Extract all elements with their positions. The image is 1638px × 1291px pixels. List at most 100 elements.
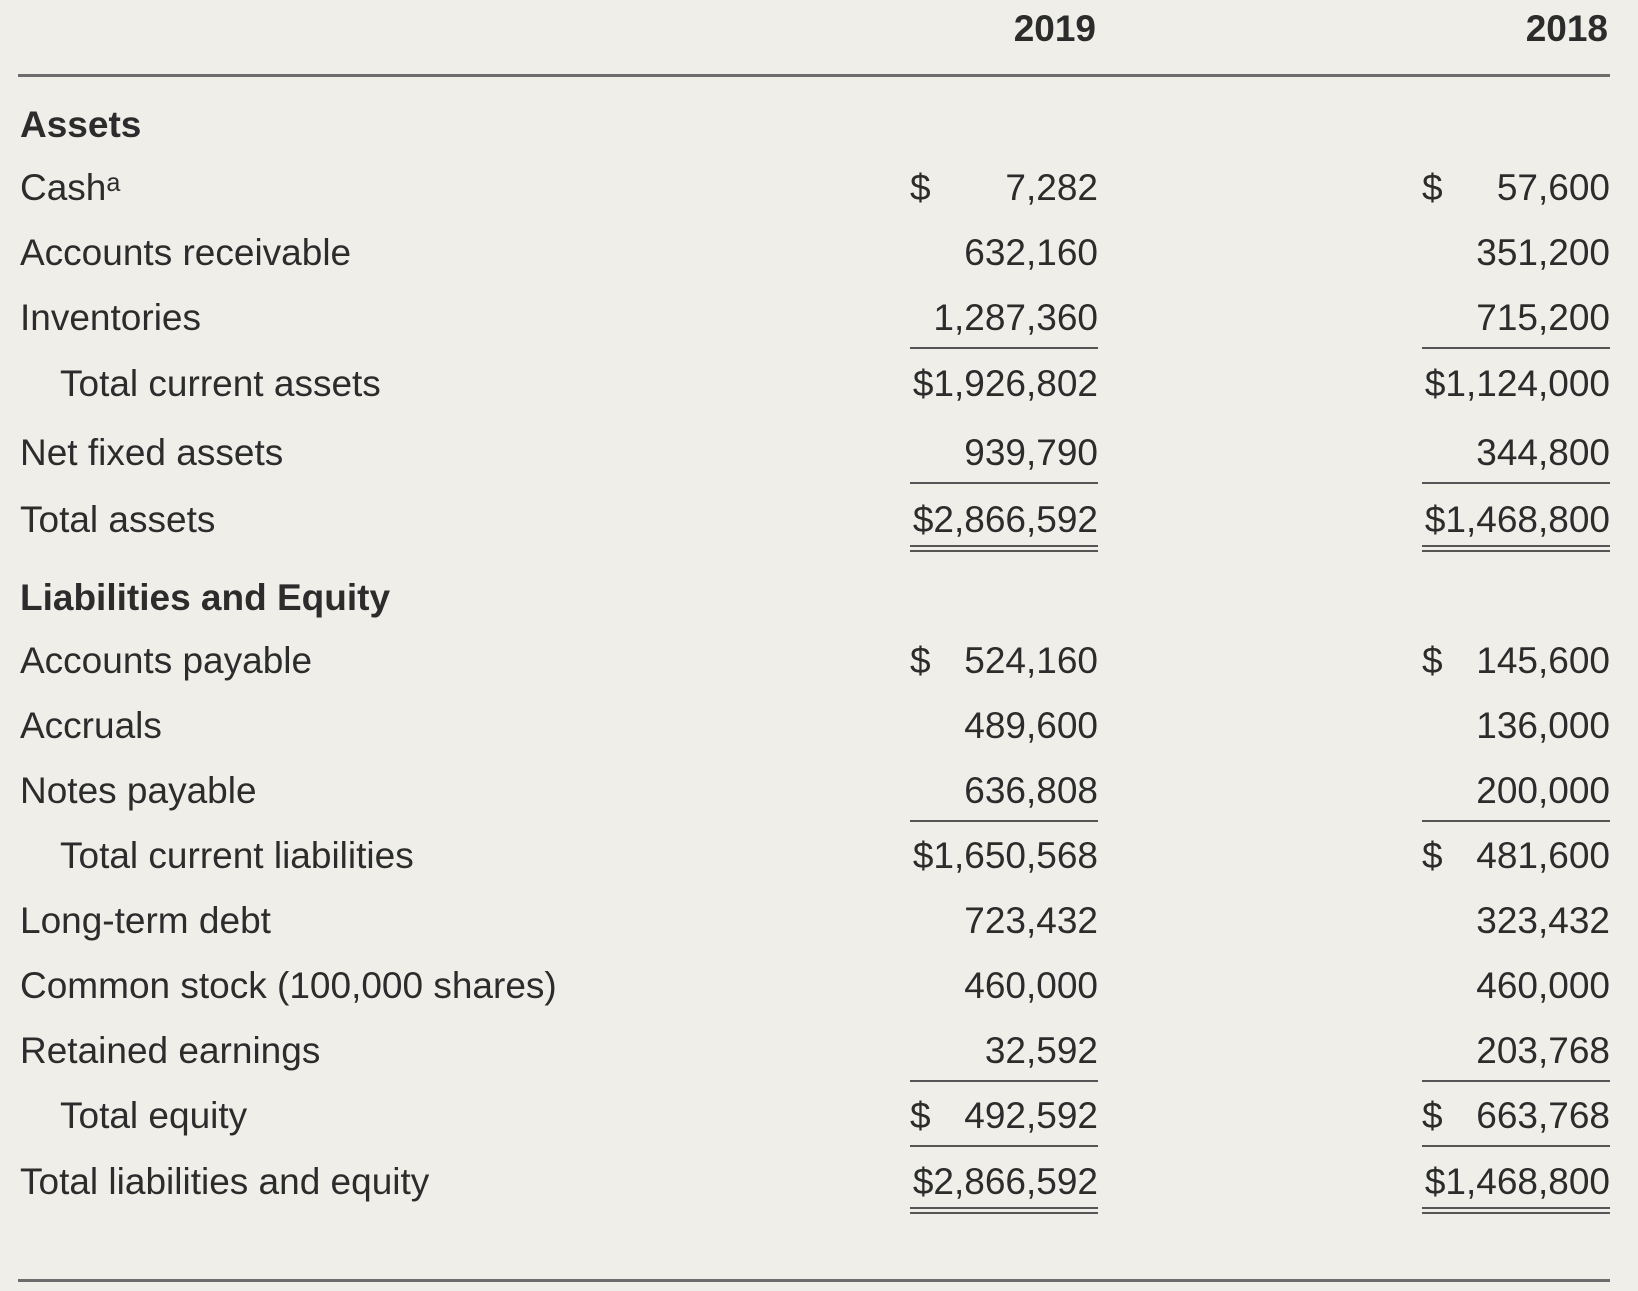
cell-2019: $ 492,592 <box>910 1083 1098 1151</box>
cell-2018: 715,200 <box>1422 285 1610 353</box>
cell-2019: 632,160 <box>910 220 1098 288</box>
total-double-rule <box>1422 1207 1610 1214</box>
row-total-assets: Total assets $2,866,592 $1,468,800 <box>0 487 1638 555</box>
total-double-rule <box>1422 545 1610 552</box>
subtotal-rule <box>1422 347 1610 349</box>
value: 203,768 <box>1476 1030 1610 1071</box>
value: 351,200 <box>1476 232 1610 273</box>
row-total-current-liabilities: Total current liabilities $1,650,568 $ 4… <box>0 823 1638 891</box>
value: 632,160 <box>964 232 1098 273</box>
cell-2019: 636,808 <box>910 758 1098 826</box>
total-double-rule <box>910 545 1098 552</box>
value: 57,600 <box>1496 167 1610 208</box>
row-label: Notes payable <box>20 770 257 811</box>
cell-2018: $1,468,800 <box>1422 1149 1610 1217</box>
row-total-current-assets: Total current assets $1,926,802 $1,124,0… <box>0 351 1638 419</box>
subtotal-rule <box>1422 482 1610 484</box>
row-label: Accruals <box>20 705 162 746</box>
cell-2019: $2,866,592 <box>910 487 1098 555</box>
cell-2019: 939,790 <box>910 420 1098 488</box>
cell-2019: 723,432 <box>910 888 1098 956</box>
dollar-sign: $ <box>1422 835 1443 876</box>
cell-2019: 1,287,360 <box>910 285 1098 353</box>
cell-2018: 136,000 <box>1422 693 1610 761</box>
cell-2019: $ 7,282 <box>910 155 1098 223</box>
row-label: Retained earnings <box>20 1030 321 1071</box>
section-assets: Assets <box>0 92 1638 160</box>
row-notes-payable: Notes payable 636,808 200,000 <box>0 758 1638 826</box>
row-accruals: Accruals 489,600 136,000 <box>0 693 1638 761</box>
cell-2019: $2,866,592 <box>910 1149 1098 1217</box>
footer-rule <box>18 1279 1610 1282</box>
subtotal-rule <box>910 820 1098 822</box>
value: $2,866,592 <box>912 499 1098 540</box>
row-inventories: Inventories 1,287,360 715,200 <box>0 285 1638 353</box>
value: 636,808 <box>964 770 1098 811</box>
row-label: Cashᵃ <box>20 167 121 208</box>
row-total-liabilities-equity: Total liabilities and equity $2,866,592 … <box>0 1149 1638 1217</box>
subtotal-rule <box>1422 820 1610 822</box>
value: 1,287,360 <box>933 297 1098 338</box>
column-header: 2019 2018 <box>0 0 1638 80</box>
cell-2018: 203,768 <box>1422 1018 1610 1086</box>
subtotal-rule <box>910 1080 1098 1082</box>
row-cash: Cashᵃ $ 7,282 $ 57,600 <box>0 155 1638 223</box>
cell-2019: 460,000 <box>910 953 1098 1021</box>
cell-2018: 323,432 <box>1422 888 1610 956</box>
value: 32,592 <box>984 1030 1098 1071</box>
subtotal-rule <box>1422 1145 1610 1147</box>
subtotal-rule <box>910 347 1098 349</box>
total-double-rule <box>910 1207 1098 1214</box>
dollar-sign: $ <box>1422 1095 1443 1136</box>
section-title: Liabilities and Equity <box>20 577 391 618</box>
value: 524,160 <box>964 640 1098 681</box>
row-accounts-payable: Accounts payable $ 524,160 $ 145,600 <box>0 628 1638 696</box>
row-accounts-receivable: Accounts receivable 632,160 351,200 <box>0 220 1638 288</box>
value: $2,866,592 <box>912 1161 1098 1202</box>
dollar-sign: $ <box>910 640 931 681</box>
value: 715,200 <box>1476 297 1610 338</box>
subtotal-rule <box>910 1145 1098 1147</box>
cell-2019: $ 524,160 <box>910 628 1098 696</box>
column-year-2019: 2019 <box>1013 8 1096 49</box>
cell-2019: $1,650,568 <box>910 823 1098 891</box>
header-rule <box>18 74 1610 77</box>
section-liabilities-equity: Liabilities and Equity <box>0 565 1638 633</box>
value: $1,468,800 <box>1424 1161 1610 1202</box>
value: 492,592 <box>964 1095 1098 1136</box>
section-title: Assets <box>20 104 142 145</box>
value: 323,432 <box>1476 900 1610 941</box>
row-label: Long-term debt <box>20 900 271 941</box>
row-label: Net fixed assets <box>20 432 284 473</box>
row-retained-earnings: Retained earnings 32,592 203,768 <box>0 1018 1638 1086</box>
cell-2018: $ 481,600 <box>1422 823 1610 891</box>
dollar-sign: $ <box>1422 167 1443 208</box>
cell-2018: 344,800 <box>1422 420 1610 488</box>
value: 939,790 <box>964 432 1098 473</box>
cell-2018: 351,200 <box>1422 220 1610 288</box>
value: 481,600 <box>1476 835 1610 876</box>
value: 344,800 <box>1476 432 1610 473</box>
value: 460,000 <box>964 965 1098 1006</box>
cell-2018: $ 145,600 <box>1422 628 1610 696</box>
row-label: Total current assets <box>60 363 381 404</box>
cell-2018: $ 57,600 <box>1422 155 1610 223</box>
row-label: Accounts receivable <box>20 232 352 273</box>
column-year-2018: 2018 <box>1525 8 1608 49</box>
dollar-sign: $ <box>1422 640 1443 681</box>
cell-2019: 32,592 <box>910 1018 1098 1086</box>
dollar-sign: $ <box>910 167 931 208</box>
row-long-term-debt: Long-term debt 723,432 323,432 <box>0 888 1638 956</box>
value: $1,926,802 <box>912 363 1098 404</box>
value: 136,000 <box>1476 705 1610 746</box>
row-label: Total assets <box>20 499 216 540</box>
row-label: Total equity <box>60 1095 248 1136</box>
row-common-stock: Common stock (100,000 shares) 460,000 46… <box>0 953 1638 1021</box>
value: 663,768 <box>1476 1095 1610 1136</box>
value: 460,000 <box>1476 965 1610 1006</box>
subtotal-rule <box>1422 1080 1610 1082</box>
value: 145,600 <box>1476 640 1610 681</box>
value: $1,468,800 <box>1424 499 1610 540</box>
value: 7,282 <box>1005 167 1098 208</box>
